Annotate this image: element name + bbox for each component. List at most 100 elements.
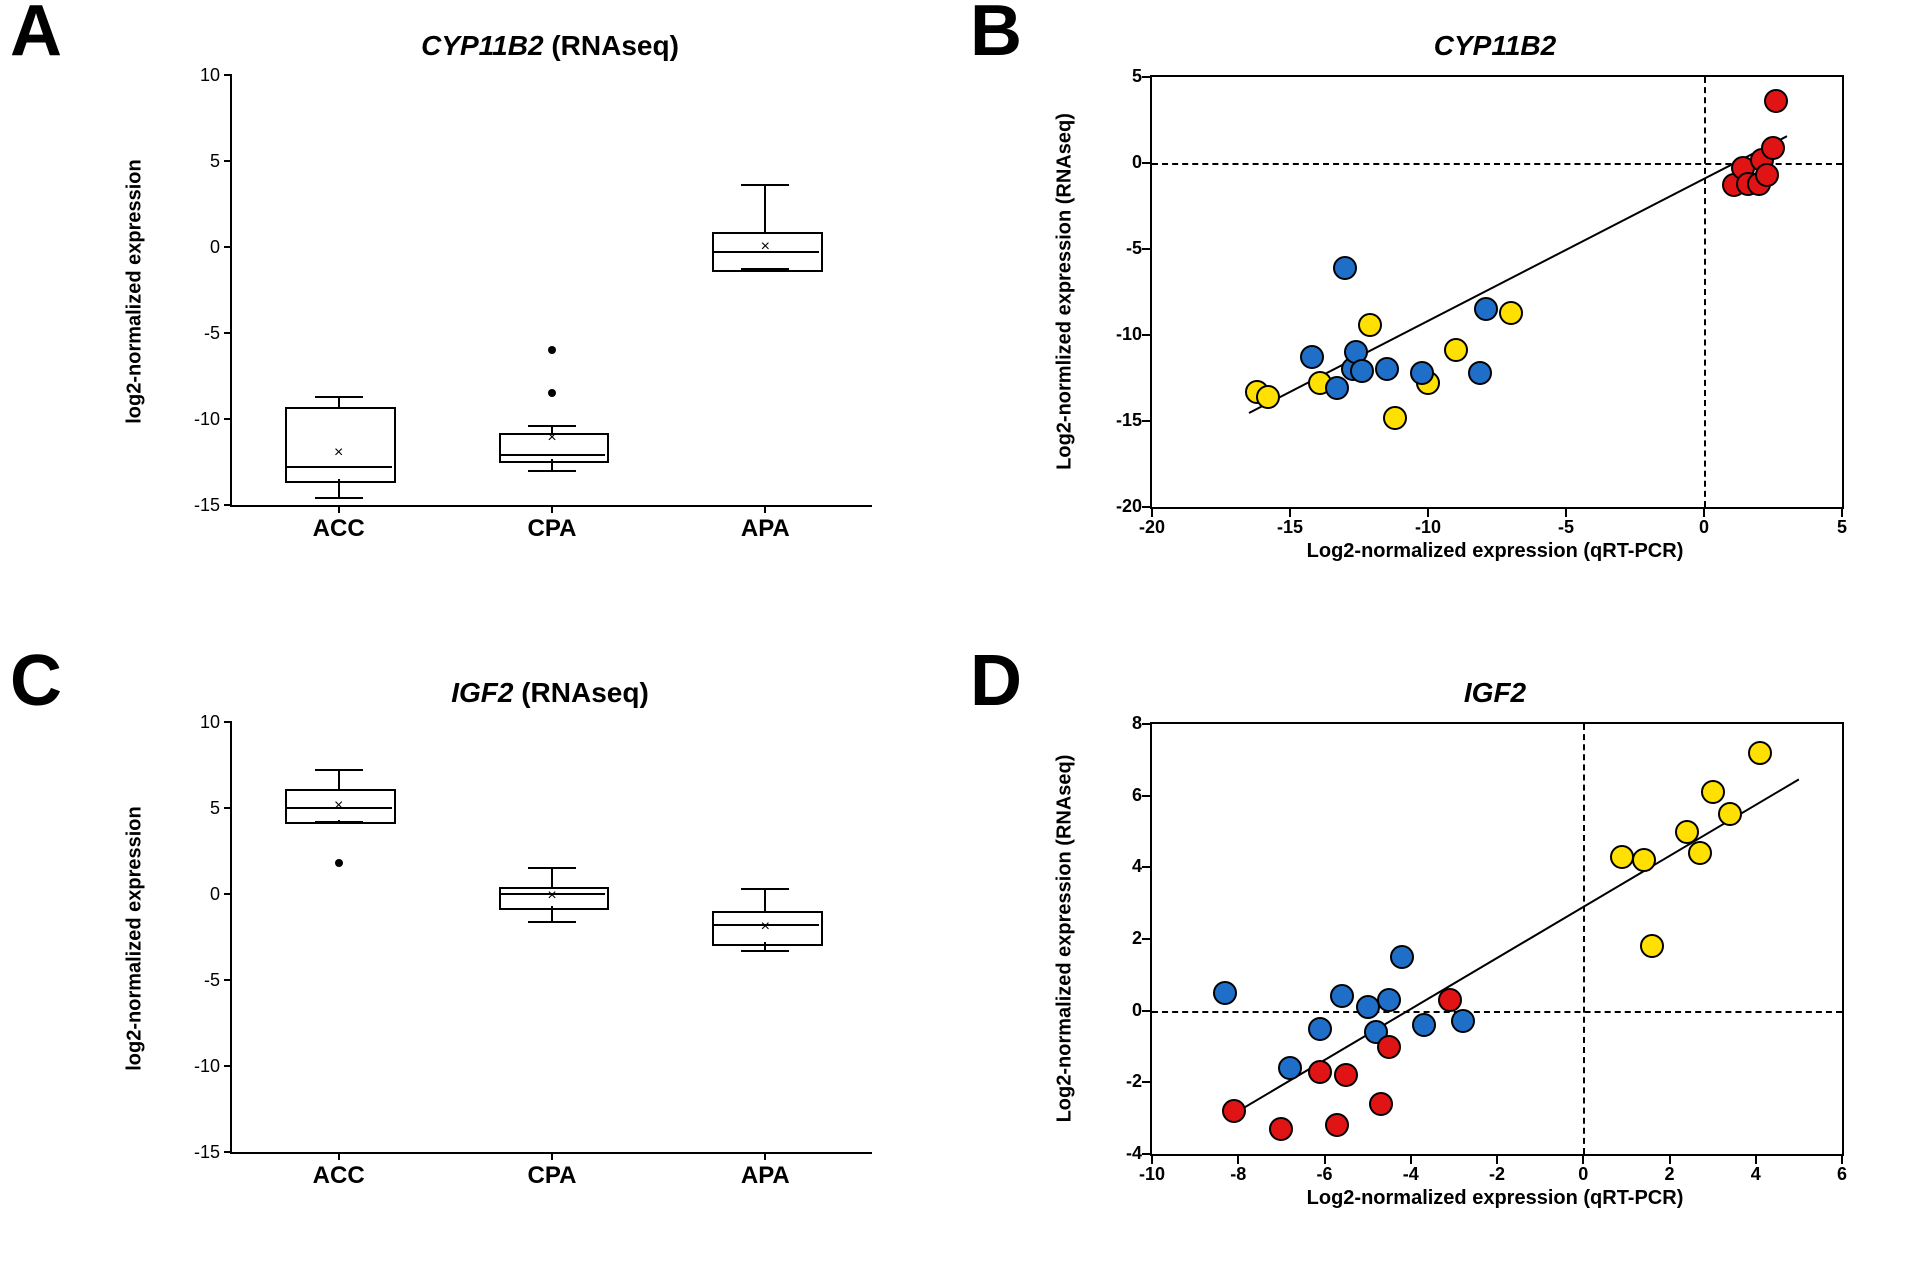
xtick — [1237, 1156, 1239, 1164]
y-axis-label: log2-normalized expression — [124, 142, 147, 442]
ytick — [224, 74, 232, 76]
ytick-label: 0 — [170, 884, 220, 905]
chart-title: IGF2 — [1464, 677, 1526, 709]
ytick — [1142, 866, 1152, 868]
figure-root: A CYP11B2 (RNAseq) -15-10-50510ACC×CPA×APA… — [0, 0, 1920, 1265]
outlier-point — [335, 859, 343, 867]
scatter-point — [1410, 361, 1434, 385]
whisker-cap — [528, 425, 576, 427]
whisker-cap — [315, 821, 363, 823]
xtick — [551, 1152, 553, 1160]
xtick — [1151, 509, 1153, 517]
ytick — [1142, 723, 1152, 725]
scatter-point — [1444, 338, 1468, 362]
x-axis-label: Log2-normalized expression (qRT-PCR) — [1245, 540, 1745, 563]
scatter-point — [1330, 984, 1354, 1008]
xtick — [1841, 509, 1843, 517]
xtick — [1324, 1156, 1326, 1164]
whisker-lower — [338, 479, 340, 498]
panel-label-a: A — [10, 0, 62, 72]
whisker-cap — [315, 497, 363, 499]
scatter-point — [1688, 841, 1712, 865]
scatter-point — [1675, 820, 1699, 844]
ytick — [1142, 1153, 1152, 1155]
title-paren: (RNAseq) — [521, 677, 649, 708]
xtick — [1582, 1156, 1584, 1164]
ytick-label: -2 — [1097, 1071, 1142, 1092]
category-label: APA — [715, 1162, 815, 1190]
panel-label-b: B — [970, 0, 1022, 72]
x-axis-label: Log2-normalized expression (qRT-PCR) — [1245, 1187, 1745, 1210]
scatter-point — [1701, 780, 1725, 804]
xtick — [1496, 1156, 1498, 1164]
whisker-cap — [741, 184, 789, 186]
ytick-label: -5 — [170, 970, 220, 991]
scatter-point — [1610, 845, 1634, 869]
whisker-cap — [528, 470, 576, 472]
ytick-label: -5 — [1097, 238, 1142, 259]
ytick-label: -10 — [170, 1056, 220, 1077]
scatter-point — [1451, 1009, 1475, 1033]
ytick — [224, 418, 232, 420]
scatter-point — [1640, 934, 1664, 958]
xtick — [1565, 509, 1567, 517]
ytick-label: 6 — [1097, 785, 1142, 806]
scatter-point — [1213, 981, 1237, 1005]
ytick — [224, 504, 232, 506]
xtick-label: -4 — [1386, 1164, 1436, 1185]
ytick-label: -15 — [170, 1142, 220, 1163]
ytick — [1142, 334, 1152, 336]
scatter-point — [1499, 301, 1523, 325]
scatter-point — [1325, 376, 1349, 400]
ytick — [224, 1151, 232, 1153]
whisker-cap — [315, 396, 363, 398]
plot-area: -10-8-6-4-20246-4-202468 — [1150, 722, 1844, 1156]
xtick — [1427, 509, 1429, 517]
scatter-point — [1222, 1099, 1246, 1123]
category-label: ACC — [289, 1162, 389, 1190]
xtick — [764, 505, 766, 513]
ytick-label: 4 — [1097, 856, 1142, 877]
ytick-label: 0 — [1097, 152, 1142, 173]
ytick — [224, 160, 232, 162]
y-axis-label: Log2-normlized expression (RNAseq) — [1054, 92, 1077, 492]
ytick-label: 5 — [1097, 66, 1142, 87]
ytick — [1142, 162, 1152, 164]
regression-line — [1248, 136, 1787, 415]
ytick-label: 2 — [1097, 928, 1142, 949]
scatter-point — [1356, 995, 1380, 1019]
scatter-point — [1632, 848, 1656, 872]
xtick-label: -2 — [1472, 1164, 1522, 1185]
scatter-point — [1333, 256, 1357, 280]
xtick — [1151, 1156, 1153, 1164]
whisker-lower — [551, 906, 553, 921]
ytick-label: -10 — [170, 409, 220, 430]
scatter-point — [1474, 297, 1498, 321]
whisker-cap — [528, 921, 576, 923]
box-mean-marker: × — [761, 918, 770, 936]
chart-title: CYP11B2 — [1434, 30, 1556, 62]
ytick — [1142, 938, 1152, 940]
whisker-cap — [741, 268, 789, 270]
scatter-point — [1334, 1063, 1358, 1087]
panel-label-d: D — [970, 640, 1022, 722]
xtick — [551, 505, 553, 513]
scatter-point — [1369, 1092, 1393, 1116]
category-label: APA — [715, 515, 815, 543]
plot-area: -15-10-50510ACC×CPA×APA× — [230, 722, 872, 1154]
outlier-point — [548, 389, 556, 397]
ytick-label: 10 — [170, 712, 220, 733]
dash-line-v — [1583, 724, 1585, 1154]
plot-area: -20-15-10-505-20-15-10-505 — [1150, 75, 1844, 509]
scatter-point — [1278, 1056, 1302, 1080]
xtick — [1703, 509, 1705, 517]
scatter-point — [1468, 361, 1492, 385]
xtick — [1289, 509, 1291, 517]
scatter-point — [1377, 988, 1401, 1012]
ytick-label: -4 — [1097, 1143, 1142, 1164]
title-paren: (RNAseq) — [551, 30, 679, 61]
whisker-cap — [528, 867, 576, 869]
scatter-point — [1308, 1017, 1332, 1041]
dash-line-h — [1152, 1011, 1842, 1013]
whisker-upper — [338, 770, 340, 789]
